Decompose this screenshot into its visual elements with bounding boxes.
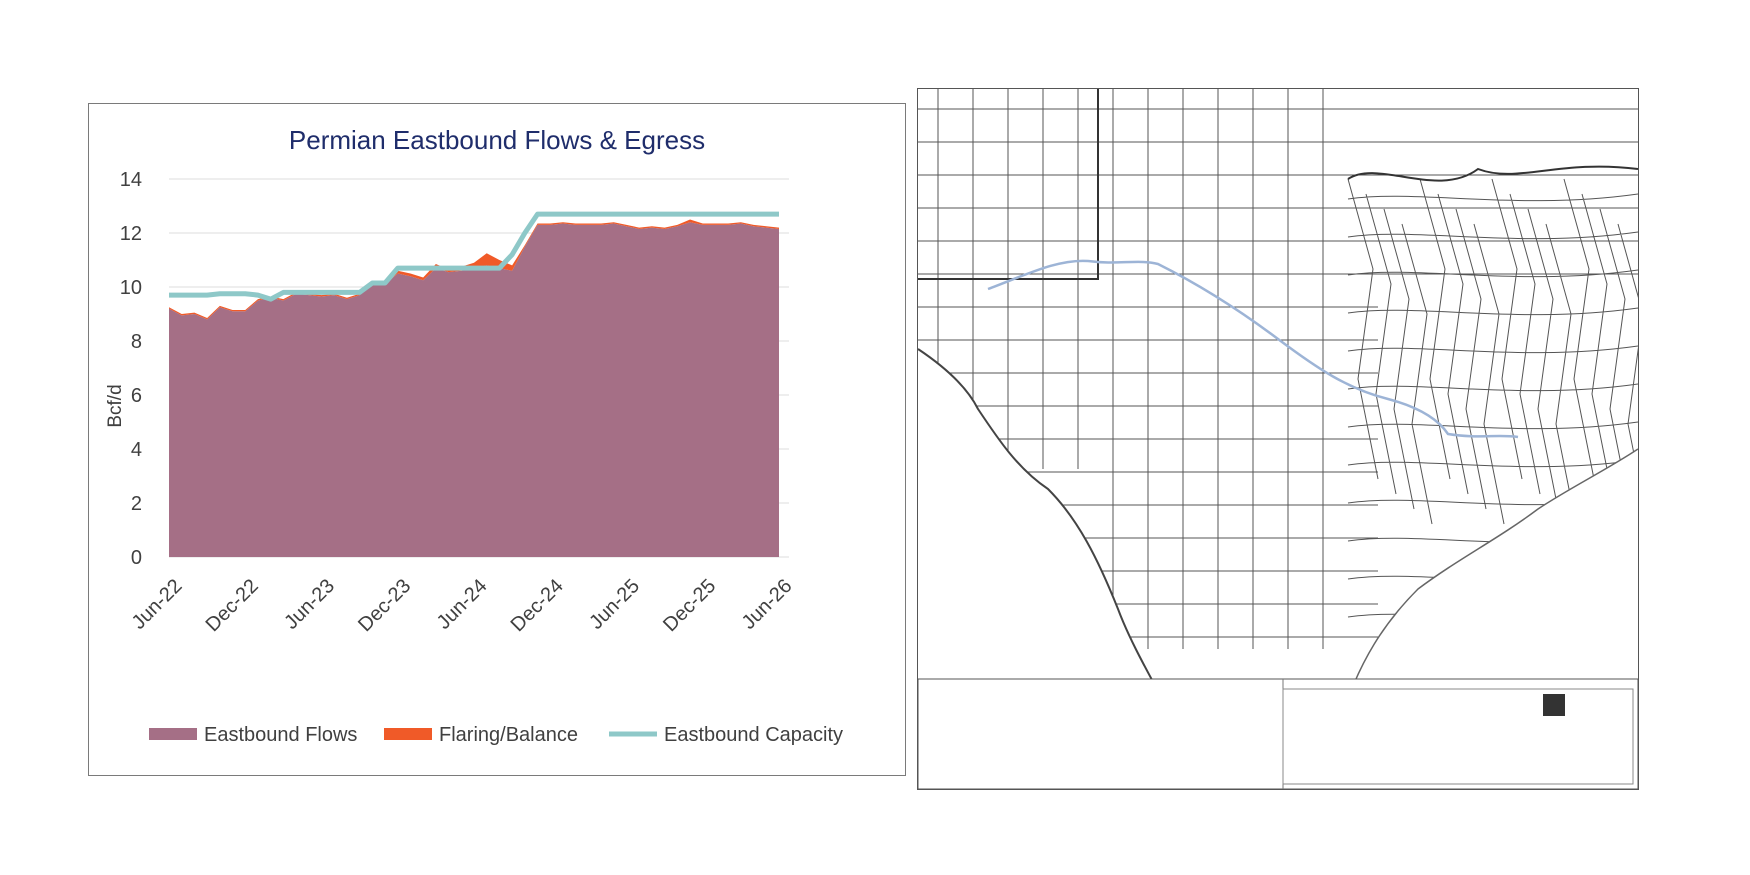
legend-label: Eastbound Capacity <box>664 724 843 746</box>
y-tick-label: 12 <box>120 223 142 245</box>
x-tick-label: Jun-23 <box>280 575 339 634</box>
area-series <box>169 219 779 557</box>
chart-legend: Eastbound Flows Flaring/Balance Eastbound … <box>149 724 843 746</box>
x-tick-label: Dec-22 <box>202 575 263 636</box>
gulf-of-mexico <box>1338 449 1638 729</box>
chart-panel: Permian Eastbound Flows & Egress Bcf/d 0… <box>88 103 906 776</box>
east-county-lines <box>1347 178 1638 620</box>
x-tick-label: Dec-23 <box>354 575 415 636</box>
pipeline-route <box>987 259 1519 439</box>
chart-title: Permian Eastbound Flows & Egress <box>289 125 705 155</box>
flows-egress-chart: Permian Eastbound Flows & Egress Bcf/d 0… <box>105 125 843 746</box>
y-tick-label: 14 <box>120 169 142 191</box>
y-tick-label: 10 <box>120 277 142 299</box>
y-tick-label: 0 <box>131 547 142 569</box>
x-tick-labels: Jun-22 Dec-22 Jun-23 Dec-23 Jun-24 Dec-24 Jun-… <box>128 575 797 636</box>
y-tick-labels: 0 2 4 6 8 10 12 14 <box>120 169 142 569</box>
county-map-image <box>918 89 1638 789</box>
state-border-north <box>918 89 1638 280</box>
legend-label: Flaring/Balance <box>439 724 578 746</box>
rio-grande-border <box>918 348 1179 730</box>
mexico-area <box>918 349 1178 729</box>
texas-pipeline-map <box>917 88 1639 790</box>
x-tick-label: Dec-25 <box>659 575 720 636</box>
x-tick-label: Jun-22 <box>128 575 187 634</box>
title-block-table <box>1282 688 1634 785</box>
line-series <box>169 211 779 302</box>
legend-swatch <box>149 728 197 740</box>
y-tick-label: 8 <box>131 331 142 353</box>
x-tick-label: Jun-24 <box>433 575 492 634</box>
y-tick-label: 2 <box>131 493 142 515</box>
legend-label: Eastbound Flows <box>204 724 357 746</box>
area-eastbound-flows <box>169 222 779 557</box>
x-tick-label: Dec-24 <box>507 575 568 636</box>
area-flaring-balance <box>169 219 779 320</box>
title-block <box>918 678 1638 789</box>
x-tick-label: Jun-26 <box>738 575 797 634</box>
x-tick-label: Jun-25 <box>585 575 644 634</box>
county-boundaries <box>918 89 1638 729</box>
y-tick-label: 6 <box>131 385 142 407</box>
y-tick-label: 4 <box>131 439 142 461</box>
legend-swatch <box>384 728 432 740</box>
gulf-coast <box>1337 448 1638 730</box>
y-axis-label: Bcf/d <box>105 384 126 427</box>
logo-mark <box>1543 694 1565 716</box>
line-eastbound-capacity <box>169 211 779 302</box>
